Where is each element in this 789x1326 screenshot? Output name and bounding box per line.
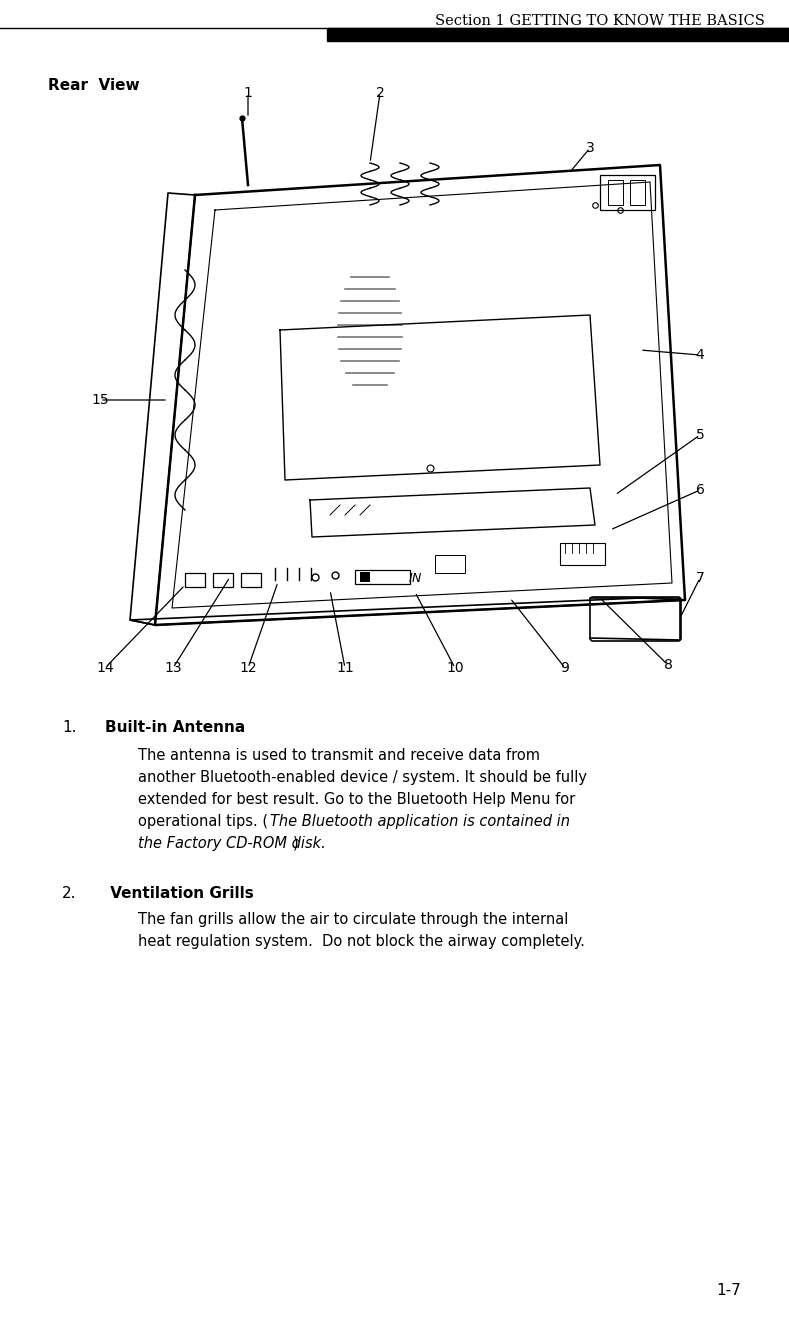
Text: 13: 13	[164, 660, 181, 675]
Bar	[630, 180, 645, 206]
Text: 7: 7	[696, 572, 705, 585]
Text: 2.: 2.	[62, 886, 77, 900]
Text: 1: 1	[244, 86, 252, 99]
Text: 12: 12	[239, 660, 256, 675]
Bar	[600, 175, 655, 210]
Text: 4: 4	[696, 347, 705, 362]
Text: operational tips. (: operational tips. (	[138, 814, 268, 829]
Bar	[327, 28, 789, 41]
Text: $\mathit{IN}$: $\mathit{IN}$	[408, 572, 422, 585]
Text: 1.: 1.	[62, 720, 77, 735]
Text: heat regulation system.  Do not block the airway completely.: heat regulation system. Do not block the…	[138, 934, 585, 949]
Text: 6: 6	[696, 483, 705, 497]
Text: 14: 14	[96, 660, 114, 675]
Text: another Bluetooth-enabled device / system. It should be fully: another Bluetooth-enabled device / syste…	[138, 770, 587, 785]
Text: Ventilation Grills: Ventilation Grills	[105, 886, 254, 900]
Text: Section 1 GETTING TO KNOW THE BASICS: Section 1 GETTING TO KNOW THE BASICS	[436, 15, 765, 28]
Bar	[360, 572, 370, 582]
Bar	[185, 573, 205, 587]
Text: 3: 3	[585, 141, 594, 155]
Text: 11: 11	[336, 660, 354, 675]
Text: 1-7: 1-7	[716, 1284, 741, 1298]
Bar	[355, 570, 410, 583]
Text: extended for best result. Go to the Bluetooth Help Menu for: extended for best result. Go to the Blue…	[138, 792, 575, 808]
Text: 15: 15	[92, 392, 109, 407]
Bar	[241, 573, 261, 587]
Text: 8: 8	[664, 658, 672, 672]
Text: 5: 5	[696, 428, 705, 442]
Text: Built-in Antenna: Built-in Antenna	[105, 720, 245, 735]
Bar	[213, 573, 233, 587]
Text: The antenna is used to transmit and receive data from: The antenna is used to transmit and rece…	[138, 748, 540, 762]
Text: 10: 10	[447, 660, 464, 675]
Text: The Bluetooth application is contained in: The Bluetooth application is contained i…	[270, 814, 570, 829]
Text: 2: 2	[376, 86, 384, 99]
Text: Rear  View: Rear View	[48, 78, 140, 93]
Text: the Factory CD-ROM disk.: the Factory CD-ROM disk.	[138, 835, 326, 851]
Text: ): )	[293, 835, 298, 851]
Text: 9: 9	[560, 660, 570, 675]
Text: The fan grills allow the air to circulate through the internal: The fan grills allow the air to circulat…	[138, 912, 568, 927]
Bar	[608, 180, 623, 206]
Bar	[435, 556, 465, 573]
Bar	[560, 544, 605, 565]
